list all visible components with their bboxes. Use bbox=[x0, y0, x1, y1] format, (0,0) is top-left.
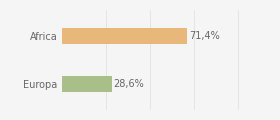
Text: 71,4%: 71,4% bbox=[189, 31, 220, 41]
Text: 28,6%: 28,6% bbox=[114, 79, 144, 89]
Bar bbox=[62, 76, 112, 92]
Bar bbox=[62, 28, 187, 44]
